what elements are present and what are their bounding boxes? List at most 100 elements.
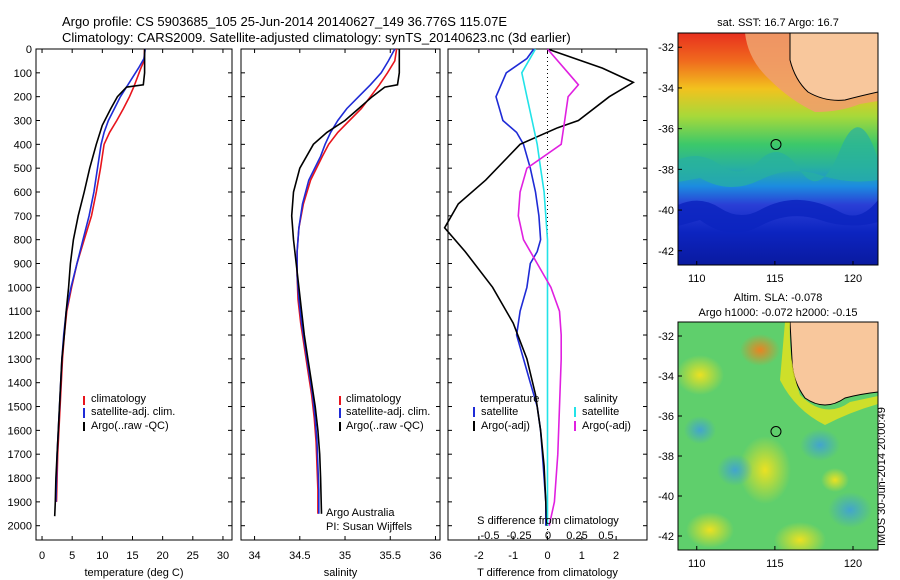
map-y-tick-label: -34 — [658, 371, 674, 383]
header-line-1: Argo profile: CS 5903685_105 25-Jun-2014… — [62, 14, 507, 29]
depth-tick-label: 1500 — [8, 402, 32, 414]
map-x-tick-label: 120 — [844, 558, 862, 570]
depth-tick-label: 600 — [14, 187, 32, 199]
salinity-legend: climatology satellite-adj. clim. Argo(..… — [339, 393, 430, 432]
s-tick-label: -0.5 — [481, 530, 500, 542]
map-y-tick-label: -42 — [658, 531, 674, 543]
s-difference-label: S difference from climatology — [477, 515, 619, 527]
depth-tick-label: 900 — [14, 259, 32, 271]
x-tick-label: 15 — [126, 550, 138, 562]
x-tick-label: 0 — [39, 550, 45, 562]
depth-tick-label: 500 — [14, 163, 32, 175]
sst-map-axes: 110 115 120 -32 -34 -36 -38 -40 -42 — [658, 42, 862, 285]
plot-frame — [240, 48, 441, 541]
salinity-panel: 34 34.5 35 35.5 36 salinity — [240, 48, 442, 579]
series-line-salinity-satellite — [520, 48, 549, 526]
plot-frame — [35, 48, 233, 541]
s-tick-label: 0.5 — [598, 530, 613, 542]
legend-label-t-sat: satellite — [481, 406, 518, 418]
depth-tick-label: 100 — [14, 68, 32, 80]
difference-panel: -2 -1 0 1 2 T difference from climatology — [443, 48, 648, 579]
argo-note-1: Argo Australia — [326, 507, 395, 519]
argo-note-2: PI: Susan Wijffels — [326, 521, 412, 533]
sla-title-2: Argo h1000: -0.072 h2000: -0.15 — [698, 307, 857, 319]
map-y-tick-label: -40 — [658, 205, 674, 217]
x-axis-label: salinity — [324, 567, 358, 579]
difference-legend: temperature salinity satellite Argo(-adj… — [473, 393, 631, 432]
legend-label-argo: Argo(..raw -QC) — [346, 420, 424, 432]
x-tick-label: 25 — [187, 550, 199, 562]
x-tick-label: 35.5 — [380, 550, 401, 562]
x-tick-label: 34.5 — [289, 550, 310, 562]
depth-tick-label: 1300 — [8, 354, 32, 366]
sla-title-1: Altim. SLA: -0.078 — [734, 292, 823, 304]
map-x-tick-label: 115 — [766, 273, 784, 285]
series-line-satellite-adj-clim- — [296, 48, 396, 514]
x-tick-label: 34 — [248, 550, 260, 562]
temperature-legend: climatology satellite-adj. clim. Argo(..… — [83, 393, 175, 432]
map-y-tick-label: -32 — [658, 42, 674, 54]
legend-label-clim: climatology — [91, 393, 147, 405]
depth-tick-label: 1700 — [8, 449, 32, 461]
map-y-tick-label: -34 — [658, 83, 674, 95]
x-tick-label: 2 — [613, 550, 619, 562]
depth-tick-label: 800 — [14, 235, 32, 247]
sla-map — [678, 322, 878, 550]
map-x-tick-label: 110 — [688, 273, 706, 285]
x-axis-label: T difference from climatology — [477, 567, 618, 579]
depth-tick-label: 0 — [26, 44, 32, 56]
land-shape — [789, 322, 878, 406]
x-tick-label: 35 — [339, 550, 351, 562]
x-tick-label: 1 — [579, 550, 585, 562]
depth-tick-label: 2000 — [8, 521, 32, 533]
map-x-tick-label: 110 — [688, 558, 706, 570]
depth-tick-label: 200 — [14, 92, 32, 104]
x-axis-label: temperature (deg C) — [84, 567, 183, 579]
legend-label-argo: Argo(..raw -QC) — [91, 420, 169, 432]
depth-tick-label: 700 — [14, 211, 32, 223]
map-y-tick-label: -38 — [658, 164, 674, 176]
sla-map-axes: 110 115 120 -32 -34 -36 -38 -40 -42 — [658, 331, 862, 570]
header-line-2: Climatology: CARS2009. Satellite-adjuste… — [62, 30, 571, 45]
temperature-panel: 0100200300400500600700800900100011001200… — [8, 44, 233, 579]
x-tick-label: -2 — [474, 550, 484, 562]
map-x-tick-label: 120 — [844, 273, 862, 285]
map-x-tick-label: 115 — [766, 558, 784, 570]
sla-map-frame — [677, 321, 879, 551]
x-tick-label: 20 — [157, 550, 169, 562]
legend-label-s-argo: Argo(-adj) — [582, 420, 631, 432]
legend-title-salinity: salinity — [584, 393, 618, 405]
legend-title-temperature: temperature — [480, 393, 539, 405]
depth-tick-label: 1200 — [8, 330, 32, 342]
s-tick-label: 0 — [545, 530, 551, 542]
sst-map-frame — [677, 32, 879, 266]
legend-label-s-sat: satellite — [582, 406, 619, 418]
sst-map — [678, 33, 878, 265]
s-tick-label: -0.25 — [506, 530, 531, 542]
x-tick-label: 0 — [544, 550, 550, 562]
series-line-argo-raw-qc- — [290, 49, 401, 514]
depth-tick-label: 1600 — [8, 425, 32, 437]
depth-tick-label: 1900 — [8, 497, 32, 509]
legend-label-sat: satellite-adj. clim. — [346, 406, 430, 418]
legend-label-t-argo: Argo(-adj) — [481, 420, 530, 432]
x-tick-label: 5 — [69, 550, 75, 562]
float-marker — [770, 138, 782, 150]
x-tick-label: -1 — [508, 550, 518, 562]
series-line-argo-raw-qc- — [53, 49, 146, 517]
map-y-tick-label: -32 — [658, 331, 674, 343]
s-tick-label: 0.25 — [566, 530, 587, 542]
x-tick-label: 36 — [429, 550, 441, 562]
series-line-temperature-argo-adj- — [443, 48, 636, 526]
series-line-salinity-argo-adj- — [517, 48, 580, 526]
depth-tick-label: 1400 — [8, 378, 32, 390]
imos-timestamp: IMOS 30-Jun-2014 20:00:49 — [876, 407, 888, 546]
land-shape — [789, 33, 878, 101]
depth-tick-label: 400 — [14, 139, 32, 151]
legend-label-sat: satellite-adj. clim. — [91, 406, 175, 418]
map-y-tick-label: -40 — [658, 491, 674, 503]
depth-tick-label: 300 — [14, 116, 32, 128]
depth-tick-label: 1100 — [8, 306, 32, 318]
legend-label-clim: climatology — [346, 393, 402, 405]
